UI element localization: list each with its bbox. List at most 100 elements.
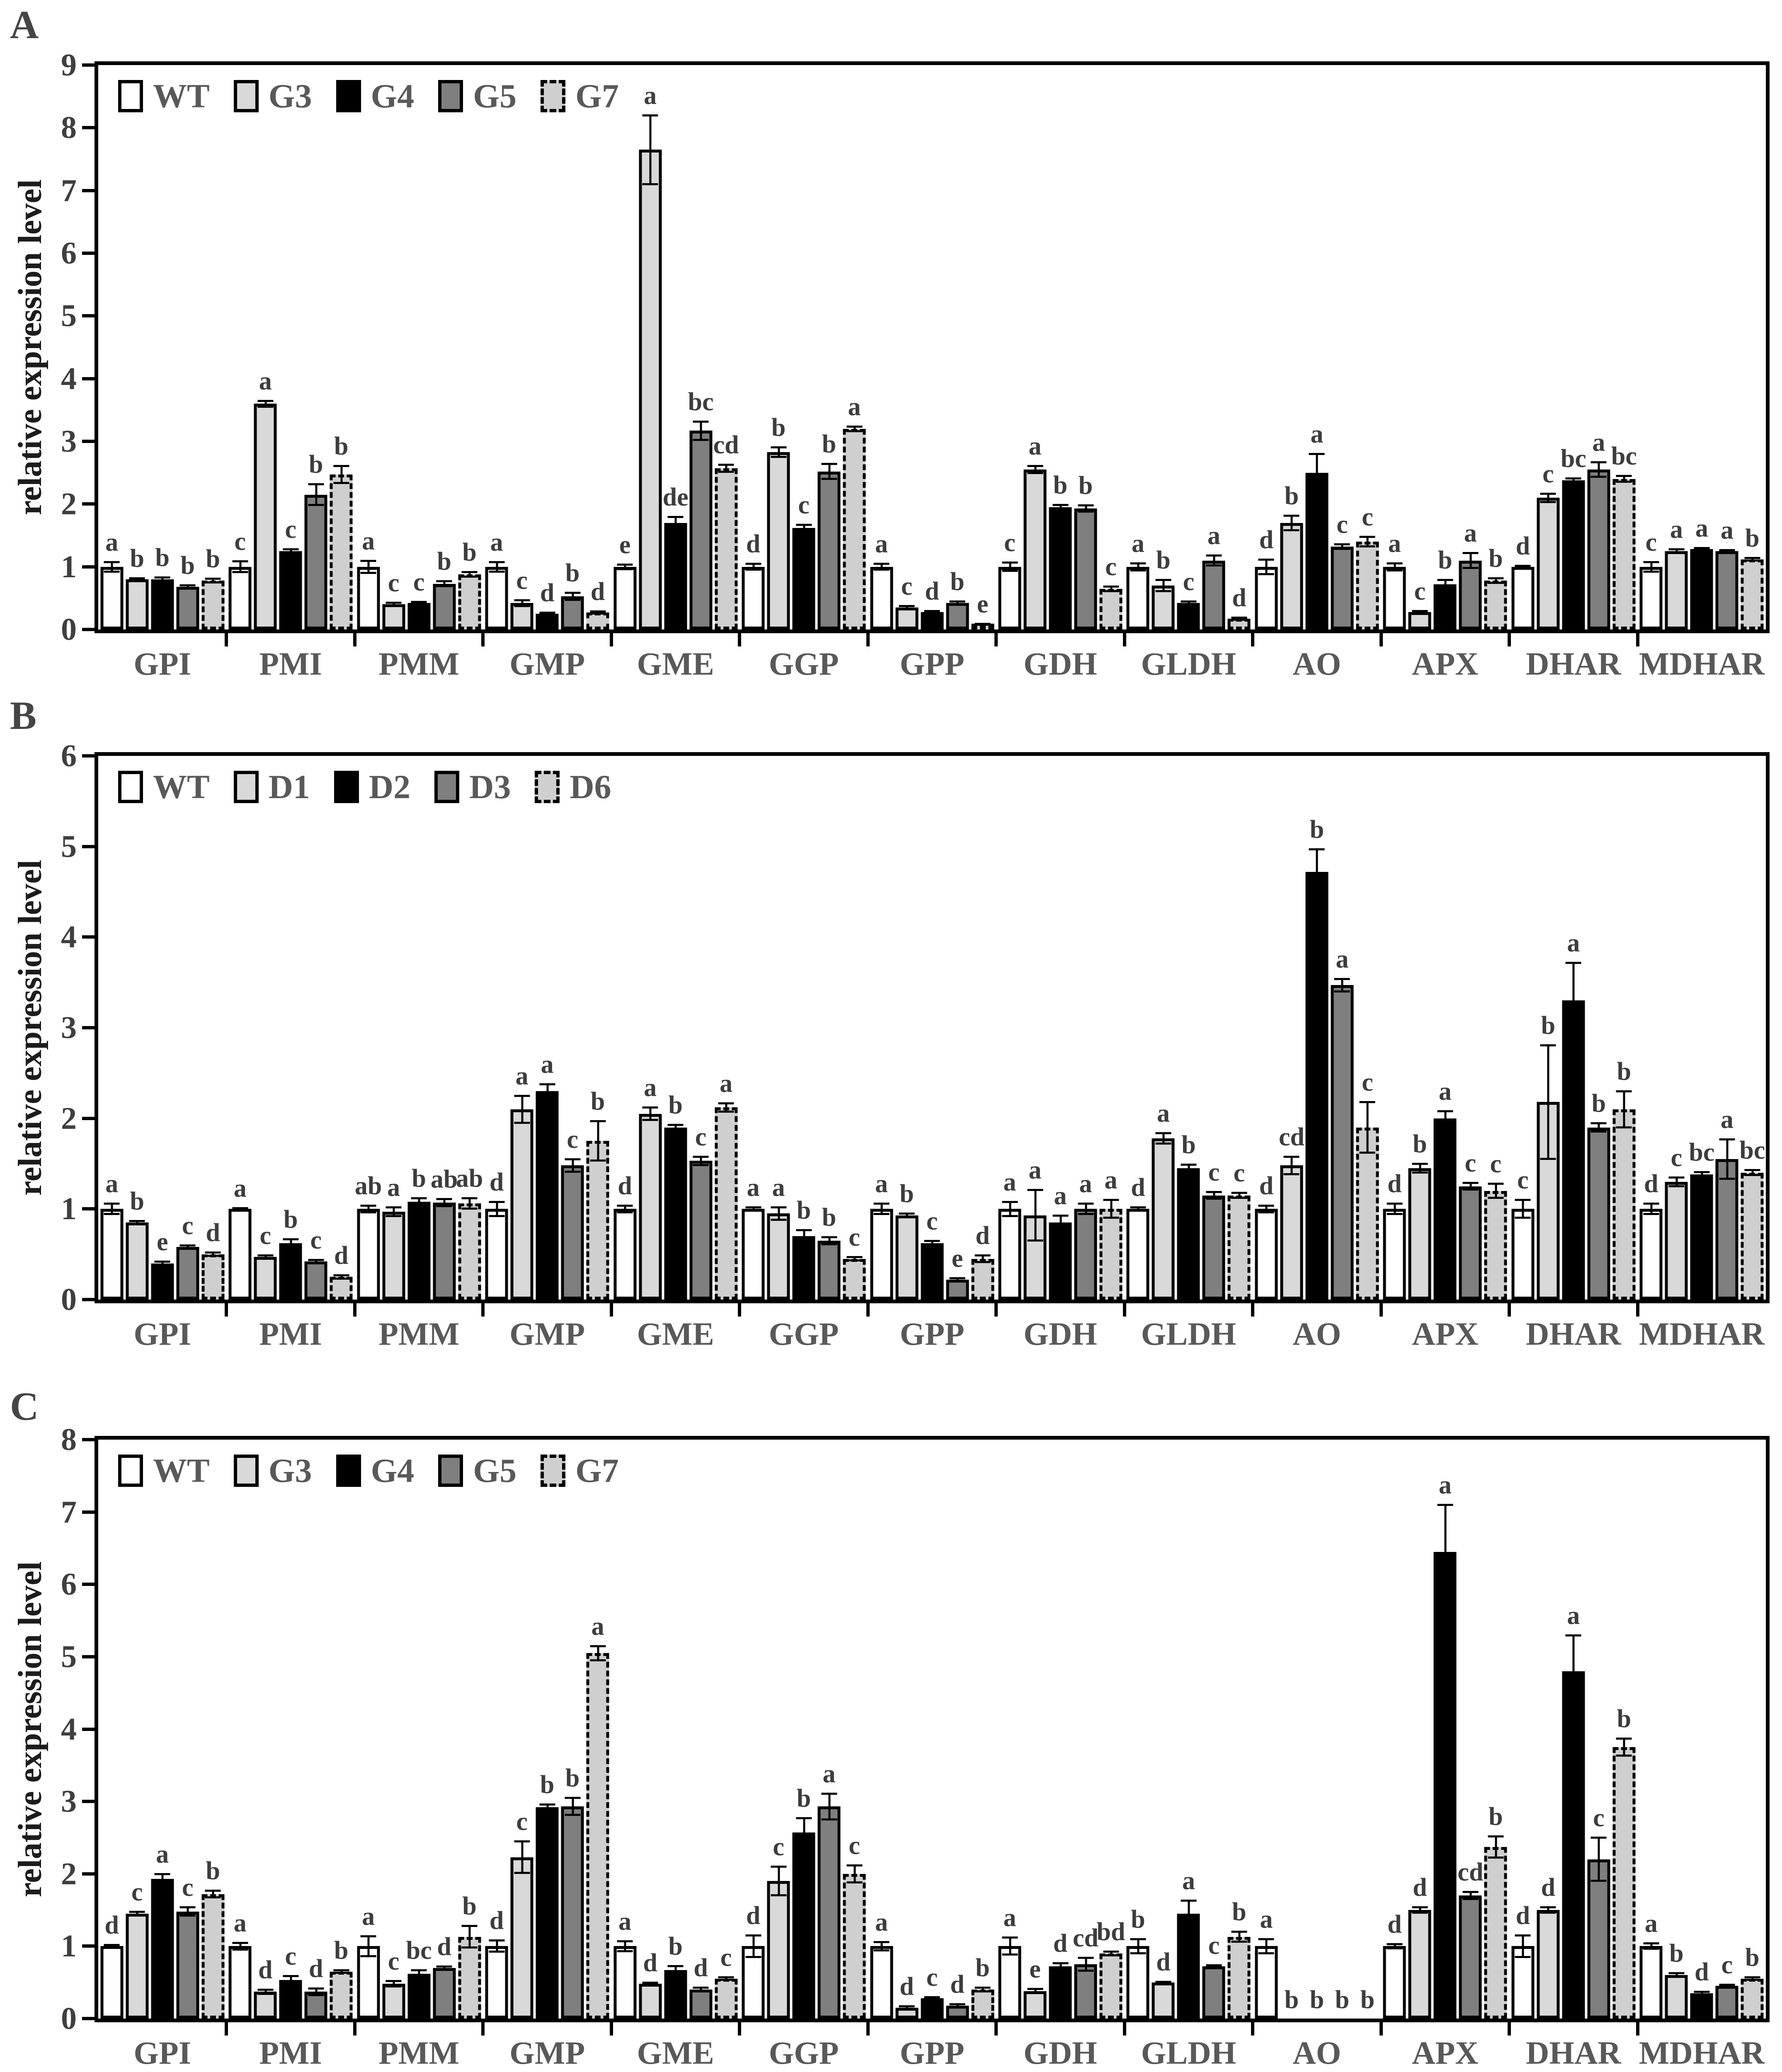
bar-slot-gme-d6: a: [715, 756, 738, 1300]
significance-letter: c: [1721, 1951, 1733, 1979]
error-bar-cap-top: [745, 563, 761, 565]
bar-slot-mdhar-g4: a: [1690, 65, 1713, 629]
significance-letter: c: [1542, 460, 1554, 488]
bar-mdhar-wt: [1639, 1209, 1663, 1300]
error-bar: [443, 1199, 446, 1206]
x-tick-mark: [994, 2022, 998, 2036]
error-bar: [1419, 1907, 1421, 1913]
error-bar-cap-bottom: [129, 1915, 145, 1917]
x-tick-mark: [609, 1303, 613, 1317]
bar-ggp-g3: [767, 452, 790, 629]
bar-mdhar-d2: [1690, 1174, 1713, 1300]
error-bar-cap-bottom: [436, 1968, 452, 1970]
error-bar: [931, 610, 933, 613]
error-bar-cap-bottom: [949, 603, 965, 606]
y-tick-label: 7: [61, 173, 77, 208]
x-category-label: GPP: [899, 2035, 965, 2071]
error-bar-cap-top: [154, 1873, 170, 1875]
significance-letter: b: [1669, 1939, 1684, 1968]
significance-letter: a: [259, 367, 272, 395]
bar-slot-pmm-d3: ab: [431, 756, 458, 1300]
bar-slot-ggp-g4: b: [792, 1440, 815, 2019]
error-bar-cap-bottom: [154, 580, 170, 582]
bar-slot-gmp-wt: d: [485, 756, 508, 1300]
bar-dhar-g4: [1562, 480, 1585, 629]
significance-letter: c: [516, 1808, 528, 1836]
error-bar: [1290, 1156, 1293, 1175]
error-bar-cap-top: [411, 1197, 427, 1200]
significance-letter: b: [1745, 524, 1760, 553]
error-bar: [443, 581, 446, 586]
bar-slot-mdhar-d2: bc: [1689, 756, 1714, 1300]
bar-gme-g3: [639, 150, 662, 629]
bar-gme-g4: [664, 523, 687, 629]
bar-slot-gme-g7: c: [715, 1440, 738, 2019]
significance-letter: b: [1335, 1986, 1350, 2014]
significance-letter: b: [590, 1087, 605, 1116]
bar-slot-gdh-g7: bd: [1097, 1440, 1125, 2019]
error-bar-cap-top: [1103, 585, 1119, 588]
error-bar-cap-bottom: [718, 471, 734, 473]
legend-swatch-g5: [438, 1455, 463, 1487]
error-bar-cap-bottom: [1130, 1952, 1146, 1954]
group-gldh: d a b c c GLDH: [1125, 756, 1255, 1350]
error-bar: [572, 1159, 574, 1172]
significance-letter: a: [1028, 432, 1042, 461]
bar-dhar-d2: [1562, 1000, 1585, 1300]
significance-letter: a: [875, 1170, 888, 1198]
legend-item-d1: D1: [233, 770, 310, 804]
significance-letter: cd: [1457, 1858, 1484, 1887]
error-bar-cap-bottom: [514, 605, 530, 608]
error-bar-cap-top: [899, 1213, 915, 1215]
error-bar: [1009, 1937, 1011, 1955]
bar-slot-gmp-g7: a: [586, 1440, 609, 2019]
bar-pmi-g3: [254, 404, 277, 629]
error-bar-cap-top: [1668, 1176, 1685, 1179]
group-ggp: d b c b a GGP: [739, 65, 870, 680]
significance-letter: b: [1541, 1011, 1556, 1040]
error-bar: [906, 605, 908, 610]
error-bar-cap-top: [975, 1254, 991, 1256]
y-tick-mark: [82, 440, 95, 443]
bar-ggp-d2: [792, 1236, 815, 1300]
error-bar-cap-bottom: [1540, 1158, 1556, 1160]
error-bar: [931, 1240, 933, 1246]
error-bar-cap-top: [1103, 1950, 1119, 1953]
bar-slot-gpi-wt: a: [100, 756, 124, 1300]
error-bar-cap-bottom: [1694, 1176, 1710, 1178]
significance-letter: a: [875, 530, 888, 559]
bar-slot-apx-g3: c: [1408, 65, 1431, 629]
x-category-label: GPP: [899, 1316, 965, 1352]
error-bar-cap-top: [1206, 1191, 1222, 1193]
error-bar-cap-top: [693, 1986, 709, 1989]
bar-slot-mdhar-g3: b: [1665, 1440, 1688, 2019]
x-category-label: GPP: [899, 646, 965, 682]
bar-slot-gme-g5: d: [689, 1440, 713, 2019]
bar-apx-g7: [1484, 1847, 1507, 2019]
error-bar: [443, 1966, 446, 1970]
error-bar: [1265, 1205, 1268, 1213]
error-bar-cap-top: [1540, 1044, 1556, 1046]
bar-dhar-g5: [1587, 1859, 1610, 2019]
panel-c-y-axis-title: relative expression level: [12, 1561, 48, 1897]
legend-swatch-d1: [233, 771, 259, 803]
error-bar-cap-top: [333, 465, 349, 467]
significance-letter: c: [1362, 503, 1373, 532]
error-bar-cap-bottom: [1359, 545, 1375, 548]
error-bar-cap-bottom: [1719, 551, 1735, 553]
error-bar-cap-bottom: [436, 1205, 452, 1207]
significance-letter: d: [489, 1907, 504, 1935]
error-bar-cap-top: [1437, 1504, 1453, 1506]
error-bar: [624, 1205, 626, 1213]
y-tick-mark: [82, 1944, 95, 1948]
panel-a-letter: A: [10, 2, 39, 47]
legend: WT D1 D2 D3 D6: [118, 770, 611, 804]
error-bar-cap-top: [360, 559, 376, 562]
bar-gldh-g5: [1202, 560, 1225, 629]
significance-letter: b: [155, 544, 170, 572]
error-bar-cap-top: [1590, 1837, 1607, 1839]
